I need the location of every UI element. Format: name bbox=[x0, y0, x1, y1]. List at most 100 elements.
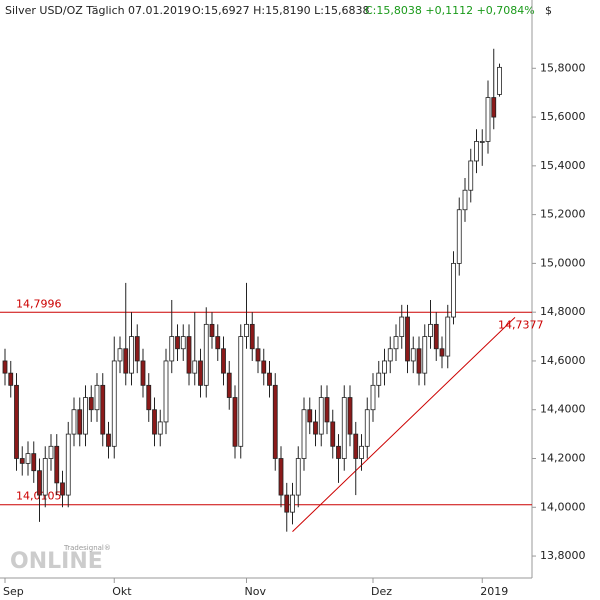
candle-body bbox=[244, 323, 249, 337]
candle-body bbox=[341, 397, 347, 459]
candle-body bbox=[106, 433, 111, 447]
currency: $ bbox=[545, 4, 552, 17]
candle-body bbox=[290, 494, 295, 513]
candle-body bbox=[163, 360, 169, 423]
y-tick-label: 15,6000 bbox=[540, 110, 586, 123]
candle-body bbox=[318, 397, 324, 435]
candle-body bbox=[272, 384, 278, 459]
candle-body bbox=[353, 433, 359, 459]
candle-body bbox=[295, 458, 301, 496]
candle-body bbox=[175, 336, 180, 350]
candle-body bbox=[221, 348, 226, 374]
level-label: 14,7996 bbox=[16, 297, 62, 310]
y-tick-label: 15,0000 bbox=[540, 256, 586, 269]
x-tick-label: Okt bbox=[112, 585, 132, 598]
x-tick-label: Nov bbox=[245, 585, 267, 598]
y-tick-label: 15,2000 bbox=[540, 208, 586, 221]
candle-body bbox=[94, 384, 100, 411]
candle-body bbox=[267, 372, 272, 386]
candle-body bbox=[232, 397, 238, 447]
candle-body bbox=[324, 397, 330, 423]
candle-body bbox=[88, 397, 94, 411]
candle-body bbox=[278, 458, 284, 496]
trend-label: 14,7377 bbox=[498, 318, 544, 331]
candle-body bbox=[301, 409, 307, 459]
candle-body bbox=[203, 323, 209, 386]
candle-body bbox=[255, 348, 261, 362]
candle-body bbox=[129, 336, 134, 374]
y-tick-label: 13,8000 bbox=[540, 549, 586, 562]
candle-body bbox=[479, 141, 485, 143]
chart-title: Silver USD/OZ Täglich bbox=[5, 4, 125, 17]
candle-body bbox=[134, 336, 140, 362]
candle-body bbox=[209, 323, 215, 337]
candle-body bbox=[485, 97, 491, 142]
y-tick-label: 15,8000 bbox=[540, 61, 586, 74]
candle-body bbox=[284, 494, 290, 513]
candle-body bbox=[497, 66, 502, 95]
candle-body bbox=[54, 445, 60, 484]
candle-body bbox=[123, 348, 129, 374]
watermark-top: Tradesignal® bbox=[63, 544, 111, 552]
candle-body bbox=[186, 336, 192, 374]
y-tick-label: 14,0000 bbox=[540, 500, 586, 513]
candle-body bbox=[8, 372, 14, 386]
candle-body bbox=[456, 209, 462, 264]
candle-body bbox=[491, 97, 497, 118]
candle-body bbox=[169, 336, 175, 362]
candle-body bbox=[65, 433, 71, 496]
candle-body bbox=[42, 458, 48, 496]
candle-body bbox=[399, 316, 405, 337]
candle-body bbox=[422, 336, 428, 374]
candle-body bbox=[19, 458, 25, 464]
candle-body bbox=[313, 421, 318, 435]
y-tick-label: 14,8000 bbox=[540, 305, 586, 318]
x-tick-label: 2019 bbox=[480, 585, 508, 598]
candle-body bbox=[439, 348, 445, 357]
candle-body bbox=[152, 409, 157, 435]
candle-body bbox=[192, 360, 198, 374]
candle-body bbox=[226, 372, 232, 398]
candle-body bbox=[249, 323, 255, 350]
candle-body bbox=[60, 482, 65, 496]
y-tick-label: 14,2000 bbox=[540, 451, 586, 464]
candle-body bbox=[410, 348, 416, 362]
candle-body bbox=[140, 360, 146, 386]
candle-body bbox=[100, 384, 106, 435]
candle-body bbox=[330, 421, 336, 447]
candle-body bbox=[347, 397, 353, 435]
candle-body bbox=[2, 360, 8, 374]
candle-body bbox=[445, 316, 451, 357]
x-tick-label: Sep bbox=[3, 585, 24, 598]
candle-body bbox=[405, 316, 410, 362]
candle-body bbox=[71, 409, 77, 435]
candle-body bbox=[48, 445, 54, 459]
candle-body bbox=[215, 336, 221, 350]
trend-line bbox=[292, 317, 516, 533]
candle-body bbox=[180, 336, 186, 350]
candle-body bbox=[468, 160, 474, 191]
candle-body bbox=[370, 384, 376, 411]
candle-body bbox=[307, 409, 313, 423]
candle-body bbox=[359, 445, 364, 459]
candle-body bbox=[474, 141, 479, 162]
candle-body bbox=[146, 384, 152, 411]
x-tick-label: Dez bbox=[371, 585, 392, 598]
candle-body bbox=[364, 409, 370, 447]
date: 07.01.2019 bbox=[128, 4, 191, 17]
candle-body bbox=[77, 409, 83, 435]
candle-body bbox=[393, 336, 399, 350]
candle-body bbox=[37, 470, 42, 496]
watermark: ONLINE bbox=[10, 549, 103, 574]
candle-body bbox=[336, 445, 341, 459]
candle-body bbox=[376, 372, 382, 386]
candle-body bbox=[157, 421, 163, 435]
candle-body bbox=[462, 189, 468, 211]
candle-body bbox=[198, 360, 203, 386]
ohlc: O:15,6927 H:15,8190 L:15,6838 bbox=[192, 4, 369, 17]
candle-body bbox=[31, 453, 37, 472]
level-label: 14,0105 bbox=[16, 490, 62, 503]
candle-body bbox=[451, 262, 456, 318]
y-tick-label: 14,6000 bbox=[540, 354, 586, 367]
